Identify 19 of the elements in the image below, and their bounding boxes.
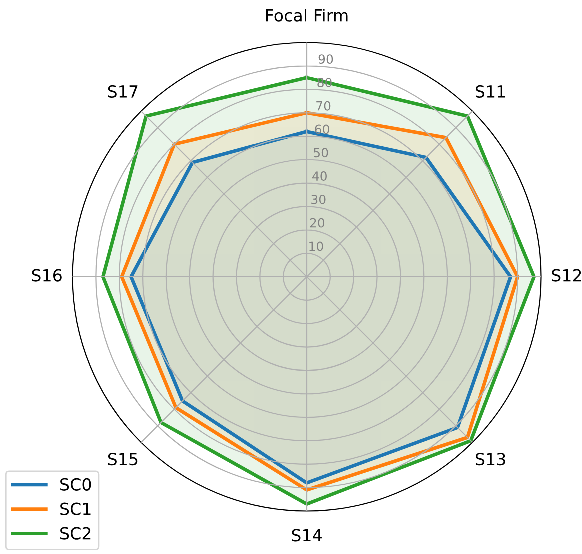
legend-label: SC0 [60, 478, 92, 491]
legend-label: SC1 [60, 502, 91, 516]
spoke-label: S11 [476, 85, 506, 98]
y-tick-label: 10 [310, 242, 324, 252]
spoke-label: S16 [32, 269, 62, 282]
y-tick-label: 70 [316, 101, 331, 111]
y-tick-label: 40 [312, 172, 327, 182]
spoke-label: S12 [552, 269, 582, 282]
y-tick-label: 20 [310, 218, 325, 228]
legend-label: SC2 [60, 527, 91, 540]
y-tick-label: 60 [315, 124, 330, 134]
spoke-label: S14 [292, 529, 322, 542]
y-tick-label: 30 [312, 194, 326, 204]
y-tick-label: 90 [318, 54, 334, 64]
spoke-label: S17 [108, 85, 138, 98]
spoke-label: Focal Firm [266, 8, 348, 22]
y-tick-label: 50 [314, 148, 328, 158]
spoke-label: S13 [476, 453, 506, 466]
spoke-label: S15 [108, 453, 138, 466]
